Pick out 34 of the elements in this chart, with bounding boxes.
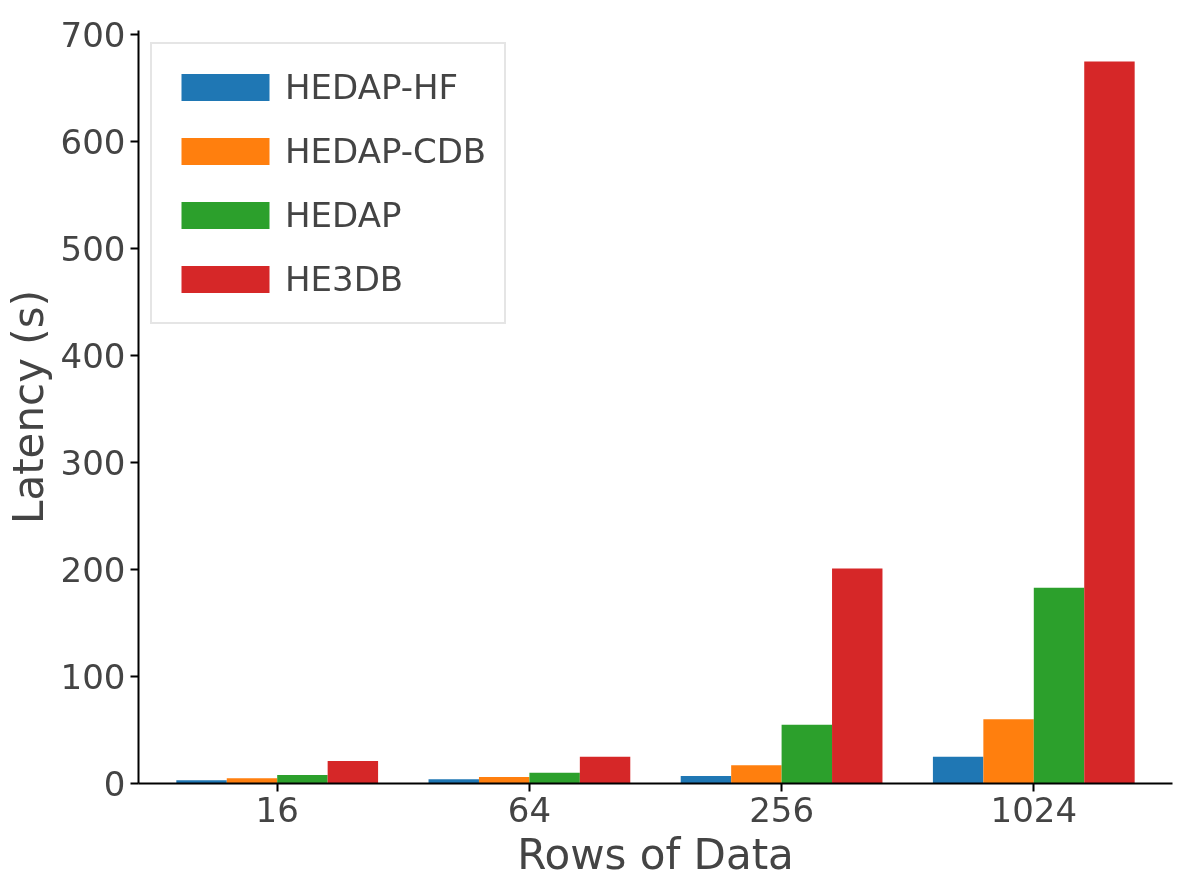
bar bbox=[529, 772, 580, 784]
x-tick-label: 1024 bbox=[990, 789, 1078, 830]
bar bbox=[932, 756, 984, 784]
bar bbox=[832, 568, 883, 784]
legend-label: HEDAP bbox=[285, 194, 402, 237]
y-tick-label: 200 bbox=[60, 550, 126, 591]
y-tick-label: 0 bbox=[103, 764, 126, 804]
y-tick-label: 300 bbox=[60, 443, 126, 484]
bar bbox=[579, 756, 631, 784]
legend-label: HEDAP-HF bbox=[285, 66, 459, 109]
bar bbox=[226, 778, 278, 784]
bar bbox=[1084, 61, 1135, 784]
bar bbox=[478, 777, 530, 784]
legend-label: HEDAP-CDB bbox=[285, 130, 487, 173]
bar bbox=[781, 724, 833, 784]
x-tick-label: 256 bbox=[749, 789, 815, 830]
legend-label: HE3DB bbox=[285, 258, 404, 301]
bar bbox=[327, 761, 379, 784]
bar bbox=[1033, 587, 1085, 784]
bar bbox=[983, 719, 1034, 784]
y-tick-label: 400 bbox=[60, 336, 126, 377]
y-tick-label: 700 bbox=[60, 15, 126, 56]
x-axis-title: Rows of Data bbox=[517, 829, 794, 879]
y-tick-label: 100 bbox=[60, 657, 126, 698]
y-tick-label: 600 bbox=[60, 122, 126, 163]
y-axis-title: Latency (s) bbox=[3, 289, 53, 525]
bar bbox=[731, 765, 782, 784]
bar bbox=[277, 774, 328, 784]
bar bbox=[428, 779, 479, 784]
x-tick-label: 16 bbox=[255, 789, 299, 830]
bar bbox=[680, 776, 732, 784]
y-tick-label: 500 bbox=[60, 229, 126, 270]
bar bbox=[176, 780, 227, 784]
x-tick-label: 64 bbox=[507, 789, 552, 830]
